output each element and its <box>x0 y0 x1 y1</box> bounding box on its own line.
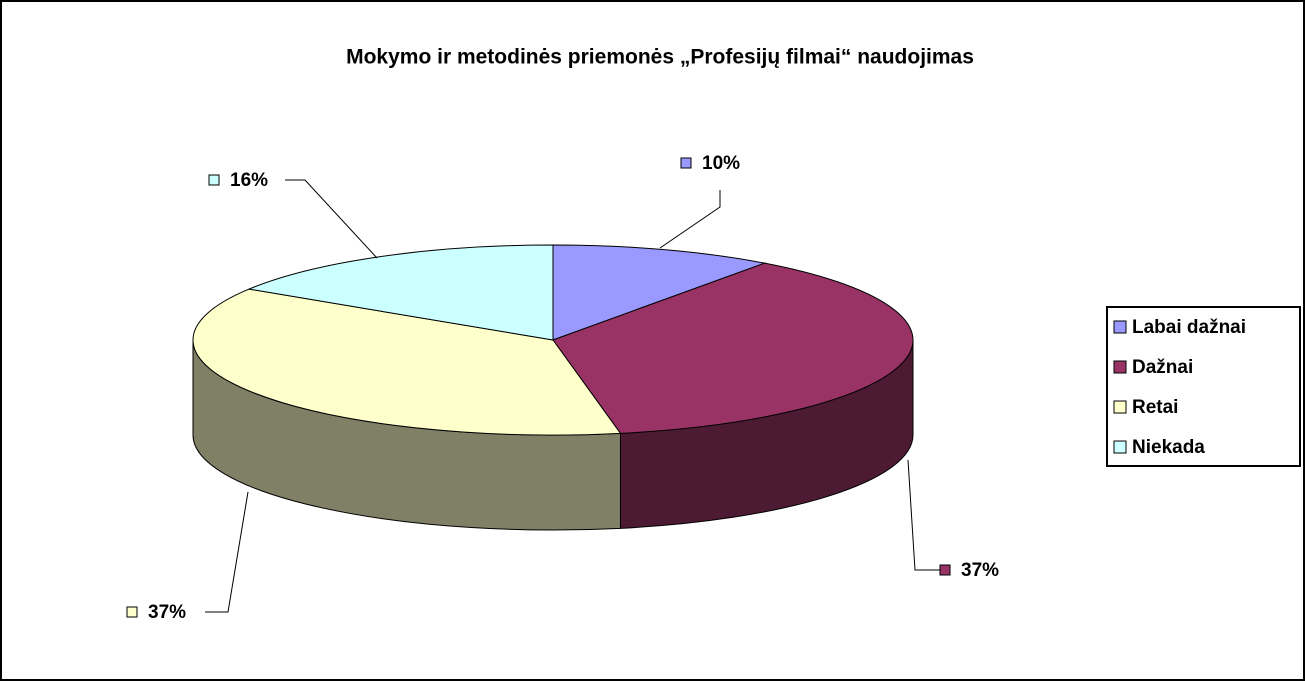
leader-line <box>205 491 249 613</box>
label-swatch <box>126 606 138 618</box>
pie-slice <box>192 288 622 436</box>
pie-slice <box>247 244 554 341</box>
legend-box <box>1106 306 1301 467</box>
legend-label: Niekada <box>1132 437 1205 458</box>
legend-label: Dažnai <box>1132 357 1193 378</box>
pie-slice <box>552 262 914 434</box>
legend-swatch <box>1113 360 1127 374</box>
data-label: 37% <box>148 602 186 623</box>
data-label: 37% <box>961 560 999 581</box>
legend-label: Labai dažnai <box>1132 317 1246 338</box>
label-swatch <box>680 157 692 169</box>
legend-swatch <box>1113 320 1127 334</box>
legend-swatch <box>1113 400 1127 414</box>
legend-swatch <box>1113 440 1127 454</box>
leader-line <box>659 190 721 249</box>
pie-slice <box>552 244 767 341</box>
chart-title: Mokymo ir metodinės priemonės „Profesijų… <box>346 46 974 69</box>
data-label: 16% <box>230 170 268 191</box>
label-swatch <box>939 564 951 576</box>
data-label: 10% <box>702 153 740 174</box>
leader-line <box>285 179 378 259</box>
label-swatch <box>208 174 220 186</box>
leader-line <box>907 459 940 571</box>
legend-label: Retai <box>1132 397 1178 418</box>
